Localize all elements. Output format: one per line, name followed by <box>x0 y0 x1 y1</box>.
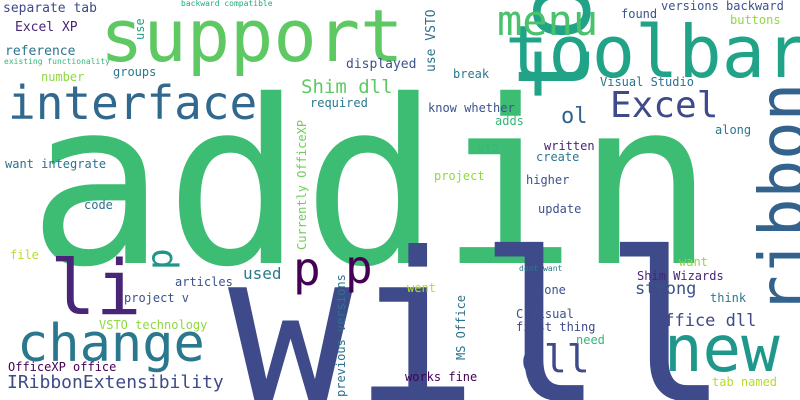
word: IRibbonExtensibility <box>7 372 224 393</box>
word: Excel <box>610 85 719 126</box>
word: want integrate <box>5 157 107 171</box>
word: dll <box>521 337 590 381</box>
word: Shim Wizards <box>637 269 724 283</box>
word: buttons <box>730 13 781 27</box>
word: want <box>679 255 708 269</box>
word: new <box>664 313 780 387</box>
word: use VSTO <box>424 9 439 72</box>
word: addin <box>28 51 715 317</box>
word: project <box>434 169 485 183</box>
word: v12 <box>477 142 499 156</box>
word: versions backward <box>661 0 784 13</box>
word: reference <box>5 44 76 59</box>
word: articles <box>175 275 233 289</box>
word: found <box>621 7 658 21</box>
word: use <box>133 18 147 40</box>
word: interface <box>8 76 258 130</box>
word: written <box>544 139 595 153</box>
word: VSTO technology <box>99 318 208 332</box>
word: previous versions <box>334 274 348 397</box>
word: higher <box>526 173 570 187</box>
word: first thing <box>516 320 596 334</box>
word: separate tab <box>3 1 97 16</box>
word: support <box>100 0 404 78</box>
word: groups <box>113 65 157 79</box>
word: li <box>50 243 142 332</box>
word: change <box>17 314 205 374</box>
word: done <box>537 283 566 297</box>
word: think <box>710 291 747 305</box>
word: used <box>243 264 282 283</box>
word: Shim dll <box>301 76 393 98</box>
word: p <box>293 242 321 296</box>
word: ribbon <box>747 82 800 314</box>
word: toolbar <box>505 10 800 94</box>
word: will <box>228 209 729 400</box>
word: required <box>310 96 368 110</box>
word: project v <box>124 291 190 305</box>
word: OfficeXP office <box>8 360 117 374</box>
word: along <box>715 123 752 137</box>
word: ol <box>561 104 588 129</box>
word: went <box>407 281 436 295</box>
word: C Visual <box>516 307 574 321</box>
word: dont want <box>519 264 563 273</box>
word: break <box>453 67 490 81</box>
word: file <box>10 248 39 262</box>
word: p <box>140 248 181 270</box>
word: p <box>345 240 373 294</box>
word: menu <box>497 0 599 45</box>
word: update <box>538 202 582 216</box>
word: create <box>536 150 580 164</box>
word: code <box>84 198 113 212</box>
word: Visual Studio <box>600 75 694 89</box>
word: adds <box>495 114 524 128</box>
word: office dll <box>654 311 757 331</box>
word: MS Office <box>454 294 468 360</box>
word: backward compatible <box>181 0 273 8</box>
word: Currently OfficeXP <box>295 119 309 250</box>
word: strong <box>635 279 697 299</box>
word: Excel XP <box>15 20 78 35</box>
word: need <box>576 333 605 347</box>
word: works fine <box>405 370 478 384</box>
word: number <box>41 70 85 84</box>
word: know whether <box>428 101 515 115</box>
word: existing functionality <box>4 57 110 66</box>
word: tab named <box>712 375 778 389</box>
word: displayed <box>346 57 417 72</box>
